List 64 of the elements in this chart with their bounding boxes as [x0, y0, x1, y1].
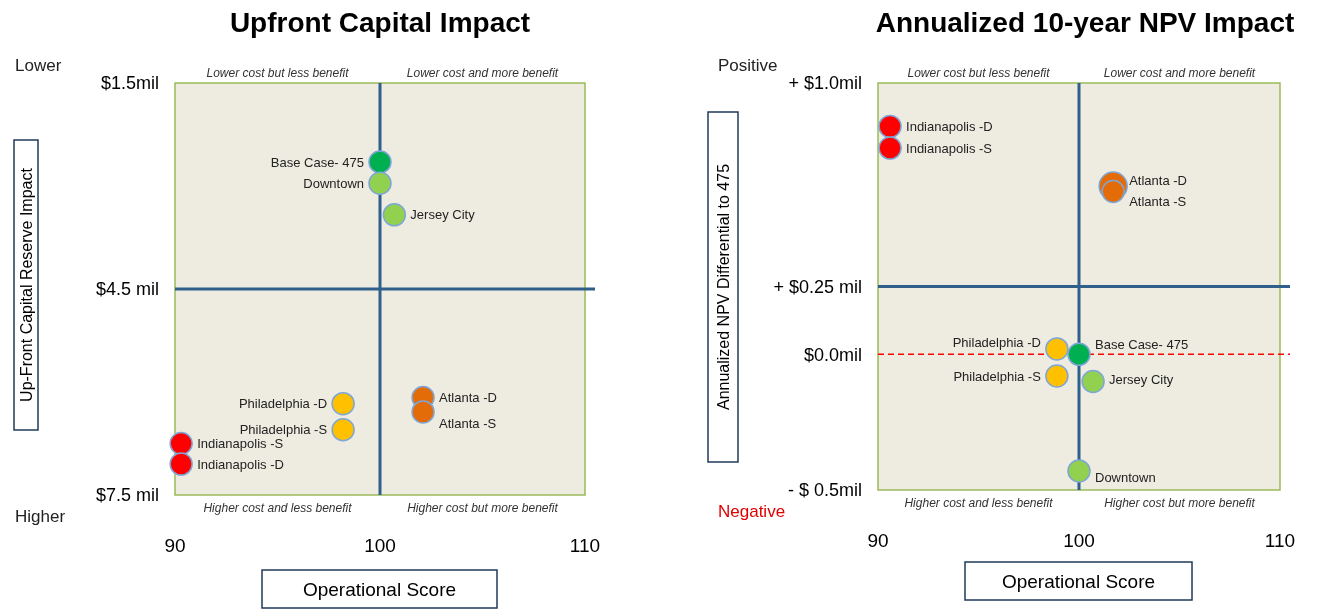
- series-label: Philadelphia -S: [239, 422, 328, 438]
- x-axis-title: Operational Score: [1001, 570, 1156, 592]
- point: [368, 150, 392, 174]
- series-label: Atlanta -D: [439, 390, 497, 406]
- series-label: Indianapolis -D: [906, 118, 993, 134]
- series-label: Base Case- 475: [270, 154, 364, 170]
- series-label: Base Case- 475: [1095, 336, 1189, 352]
- y-tick-label: $0.0mil: [803, 344, 862, 365]
- x-tick-label: 100: [1063, 530, 1095, 551]
- x-tick-label: 110: [1264, 530, 1296, 551]
- point: [1045, 337, 1069, 361]
- text: Lower cost and more benefit: [406, 66, 559, 80]
- chart-title: Upfront Capital Impact: [229, 7, 531, 38]
- series-label: Indianapolis -S: [906, 140, 993, 156]
- point: [331, 418, 355, 442]
- text: Higher cost but more benefit: [1104, 496, 1256, 510]
- series-label: Indianapolis -D: [197, 456, 284, 472]
- y-tick-label: + $1.0mil: [788, 73, 862, 94]
- y-tick-label: + $0.25 mil: [773, 276, 862, 297]
- series-label: Jersey City: [1109, 372, 1174, 388]
- series-label: Indianapolis -S: [197, 436, 284, 452]
- text: Lower: [15, 56, 62, 75]
- y-tick-label: $1.5mil: [100, 73, 159, 94]
- chart-title: Annualized 10-year NPV Impact: [875, 7, 1295, 38]
- series-label: Philadelphia -D: [238, 396, 328, 412]
- text: Higher cost but more benefit: [407, 501, 559, 515]
- series-label: Downtown: [1095, 469, 1156, 485]
- series-label: Jersey City: [410, 207, 476, 223]
- y-tick-label: $4.5 mil: [95, 279, 159, 300]
- y-axis-title: Up-Front Capital Reserve Impact: [17, 167, 35, 402]
- y-tick-label: - $ 0.5mil: [787, 480, 862, 501]
- point: [382, 203, 407, 227]
- point: [878, 114, 902, 139]
- y-tick-label: $7.5 mil: [95, 485, 159, 506]
- text: Lower cost and more benefit: [1103, 66, 1256, 80]
- text: Higher cost and less benefit: [904, 496, 1054, 510]
- point: [411, 400, 435, 424]
- point: [368, 171, 392, 195]
- point: [169, 452, 193, 476]
- text: Negative: [718, 502, 786, 521]
- point: [1081, 369, 1105, 394]
- series-label: Atlanta -S: [1129, 194, 1187, 210]
- text: Higher: [15, 507, 66, 526]
- series-label: Philadelphia -S: [953, 368, 1042, 384]
- x-tick-label: 90: [164, 535, 186, 556]
- text: Higher cost and less benefit: [203, 501, 353, 515]
- series-label: Downtown: [303, 175, 364, 191]
- point: [1045, 364, 1069, 388]
- y-axis-title: Annualized NPV Differential to 475: [714, 163, 732, 411]
- x-tick-label: 100: [364, 535, 396, 556]
- point: [1067, 342, 1091, 367]
- text: Positive: [718, 56, 778, 75]
- point: [1067, 459, 1091, 483]
- text: Lower cost but less benefit: [907, 66, 1051, 80]
- x-tick-label: 90: [867, 530, 889, 551]
- series-label: Atlanta -S: [439, 416, 497, 432]
- x-axis-title: Operational Score: [302, 578, 457, 600]
- point: [878, 136, 902, 160]
- text: Lower cost but less benefit: [206, 66, 350, 80]
- series-label: Atlanta -D: [1129, 172, 1187, 188]
- point: [169, 431, 193, 456]
- series-label: Philadelphia -D: [952, 335, 1041, 351]
- x-tick-label: 110: [569, 535, 601, 556]
- point: [331, 391, 355, 416]
